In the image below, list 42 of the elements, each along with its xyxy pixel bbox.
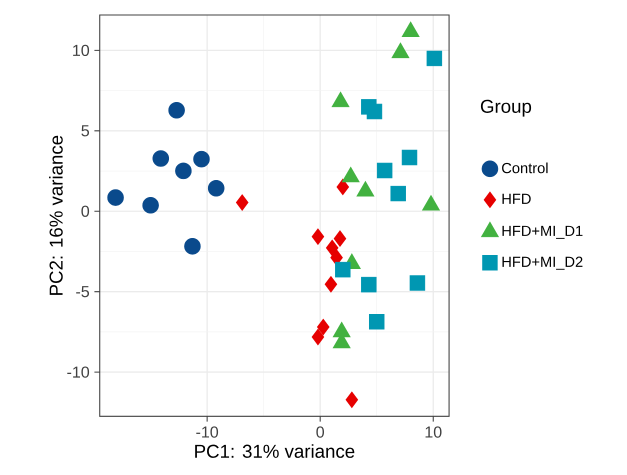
y-tick-label: -5 xyxy=(76,286,90,298)
point xyxy=(142,197,159,214)
point xyxy=(326,240,338,256)
legend-label: HFD+MI_D1 xyxy=(502,226,582,239)
point xyxy=(312,228,324,245)
point xyxy=(390,186,406,202)
x-tick-label: 0 xyxy=(316,426,324,438)
legend-label: HFD xyxy=(502,194,531,204)
point xyxy=(168,102,185,118)
y-tick-label: -10 xyxy=(67,366,90,378)
point xyxy=(426,50,442,66)
point xyxy=(107,189,124,206)
x-tick-label: -10 xyxy=(196,426,218,438)
point xyxy=(324,276,338,293)
legend-title: Group xyxy=(480,100,532,117)
y-axis-title: PC2: 16% variance xyxy=(49,136,63,295)
point xyxy=(335,262,351,278)
point xyxy=(175,162,192,180)
point xyxy=(334,230,346,247)
point xyxy=(193,150,210,168)
y-tick-label: 10 xyxy=(73,44,90,56)
point xyxy=(376,162,392,178)
point xyxy=(361,276,377,292)
point xyxy=(184,238,201,255)
legend-label: Control xyxy=(502,162,548,174)
point xyxy=(368,314,384,330)
x-tick-label: 10 xyxy=(426,426,442,438)
point xyxy=(402,150,418,166)
legend-label: HFD+MI_D2 xyxy=(502,256,582,270)
point xyxy=(236,194,248,211)
point xyxy=(208,180,224,197)
x-axis-title: PC1: 31% variance xyxy=(195,444,354,458)
point xyxy=(312,328,324,346)
point xyxy=(316,318,330,336)
point xyxy=(410,275,426,291)
point xyxy=(152,150,170,167)
point xyxy=(366,104,382,120)
y-tick-label: 5 xyxy=(81,125,90,136)
point xyxy=(346,391,358,408)
point xyxy=(330,249,343,266)
point xyxy=(336,178,350,196)
y-tick-label: 0 xyxy=(81,206,90,217)
